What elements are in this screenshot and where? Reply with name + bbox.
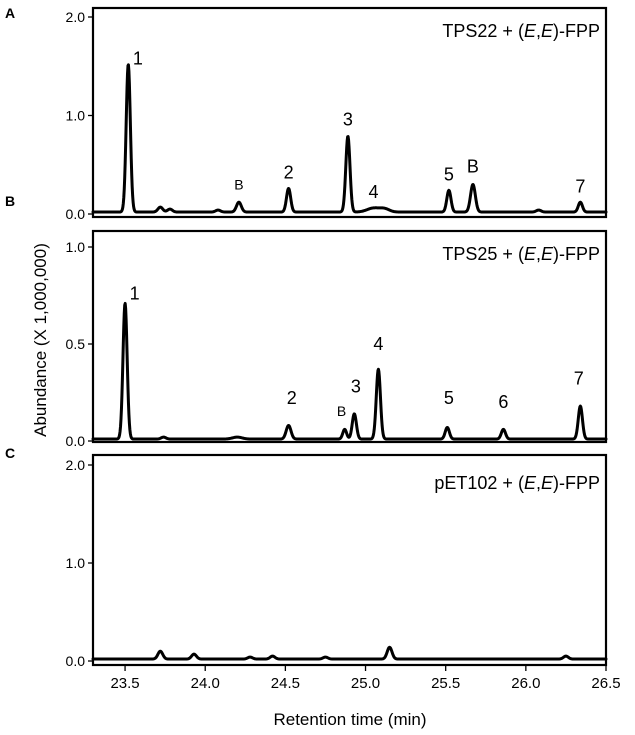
panel-b-trace bbox=[91, 301, 608, 441]
panel-a-title: TPS22 + (E,E)-FPP bbox=[442, 21, 600, 41]
x-axis: 23.5 24.0 24.5 25.0 25.5 26.0 26.5 bbox=[110, 665, 621, 692]
peak-label: 4 bbox=[369, 182, 379, 202]
panel-c-frame bbox=[91, 453, 608, 667]
peak-label: 3 bbox=[343, 109, 353, 129]
panel-c-letter: C bbox=[5, 445, 15, 461]
peak-label: 1 bbox=[130, 283, 140, 303]
x-tick-label: 24.0 bbox=[191, 675, 220, 692]
y-tick-label: 1.0 bbox=[66, 239, 86, 255]
panel-c: C pET102 + (E,E)-FPP 0.0 1.0 2.0 bbox=[5, 445, 608, 669]
x-axis-title: Retention time (min) bbox=[273, 710, 426, 729]
panel-b-letter: B bbox=[5, 193, 15, 209]
peak-label: 4 bbox=[373, 334, 383, 354]
y-tick-label: 2.0 bbox=[66, 457, 86, 473]
panel-a-letter: A bbox=[5, 5, 15, 21]
peak-label: 2 bbox=[284, 163, 294, 183]
x-tick-label: 23.5 bbox=[110, 675, 139, 692]
peak-label: 5 bbox=[444, 165, 454, 185]
y-tick-label: 0.0 bbox=[66, 433, 86, 449]
x-tick-label: 25.0 bbox=[351, 675, 380, 692]
peak-label: B bbox=[337, 403, 346, 419]
peak-label: 2 bbox=[287, 388, 297, 408]
y-tick-label: 2.0 bbox=[66, 9, 86, 25]
panel-b-frame bbox=[91, 229, 608, 444]
peak-label: 3 bbox=[351, 377, 361, 397]
panel-c-y-ticks: 0.0 1.0 2.0 bbox=[66, 457, 93, 669]
y-tick-label: 0.0 bbox=[66, 653, 86, 669]
panel-a-frame bbox=[91, 6, 608, 219]
panel-c-title: pET102 + (E,E)-FPP bbox=[434, 473, 600, 493]
y-tick-label: 0.0 bbox=[66, 206, 86, 222]
panel-b-title: TPS25 + (E,E)-FPP bbox=[442, 244, 600, 264]
y-axis-title: Abundance (X 1,000,000) bbox=[31, 243, 50, 437]
panel-a-trace bbox=[91, 63, 608, 214]
x-tick-label: 25.5 bbox=[431, 675, 460, 692]
peak-label: 7 bbox=[575, 176, 585, 196]
y-tick-label: 1.0 bbox=[66, 555, 86, 571]
peak-label: 7 bbox=[574, 369, 584, 389]
x-tick-label: 26.0 bbox=[511, 675, 540, 692]
panel-b-peak-labels: 1 2 B3 4 5 6 7 bbox=[130, 283, 584, 418]
peak-label: 6 bbox=[498, 392, 508, 412]
panel-b-y-ticks: 0.0 0.5 1.0 bbox=[66, 239, 93, 449]
x-tick-label: 24.5 bbox=[271, 675, 300, 692]
peak-label: B bbox=[467, 157, 479, 177]
y-tick-label: 0.5 bbox=[66, 336, 86, 352]
peak-label: 5 bbox=[444, 388, 454, 408]
peak-label: B bbox=[234, 176, 243, 192]
y-tick-label: 1.0 bbox=[66, 108, 86, 124]
x-tick-label: 26.5 bbox=[591, 675, 620, 692]
panel-c-trace bbox=[91, 645, 608, 661]
panel-a-y-ticks: 0.0 1.0 2.0 bbox=[66, 9, 93, 222]
peak-label: 1 bbox=[133, 48, 143, 68]
